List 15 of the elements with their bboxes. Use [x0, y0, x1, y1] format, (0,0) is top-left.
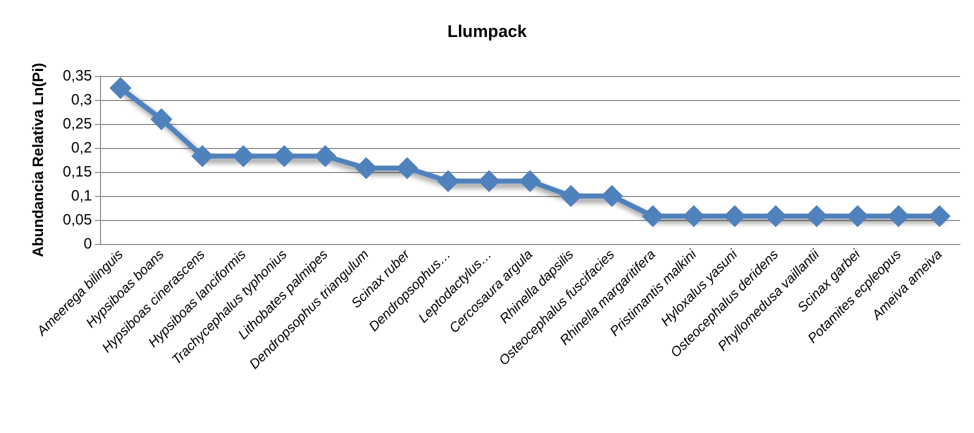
- point: [928, 205, 951, 228]
- y-tick-label: 0,3: [71, 92, 92, 108]
- y-tick-label: 0,25: [62, 116, 92, 132]
- y-tick-label: 0: [84, 236, 92, 252]
- y-tick-label: 0,15: [62, 164, 92, 180]
- chart-title: Llumpack: [447, 22, 528, 41]
- y-tick-label: 0,05: [62, 212, 92, 228]
- y-tick-label: 0,2: [71, 140, 92, 156]
- point: [109, 77, 132, 99]
- point: [150, 108, 172, 130]
- point: [191, 145, 214, 168]
- y-tick-label: 0,35: [62, 68, 92, 84]
- y-tick-label: 0,1: [71, 188, 92, 204]
- point: [519, 170, 541, 192]
- y-axis-title: Abundancia Relativa Ln(Pi): [30, 62, 47, 258]
